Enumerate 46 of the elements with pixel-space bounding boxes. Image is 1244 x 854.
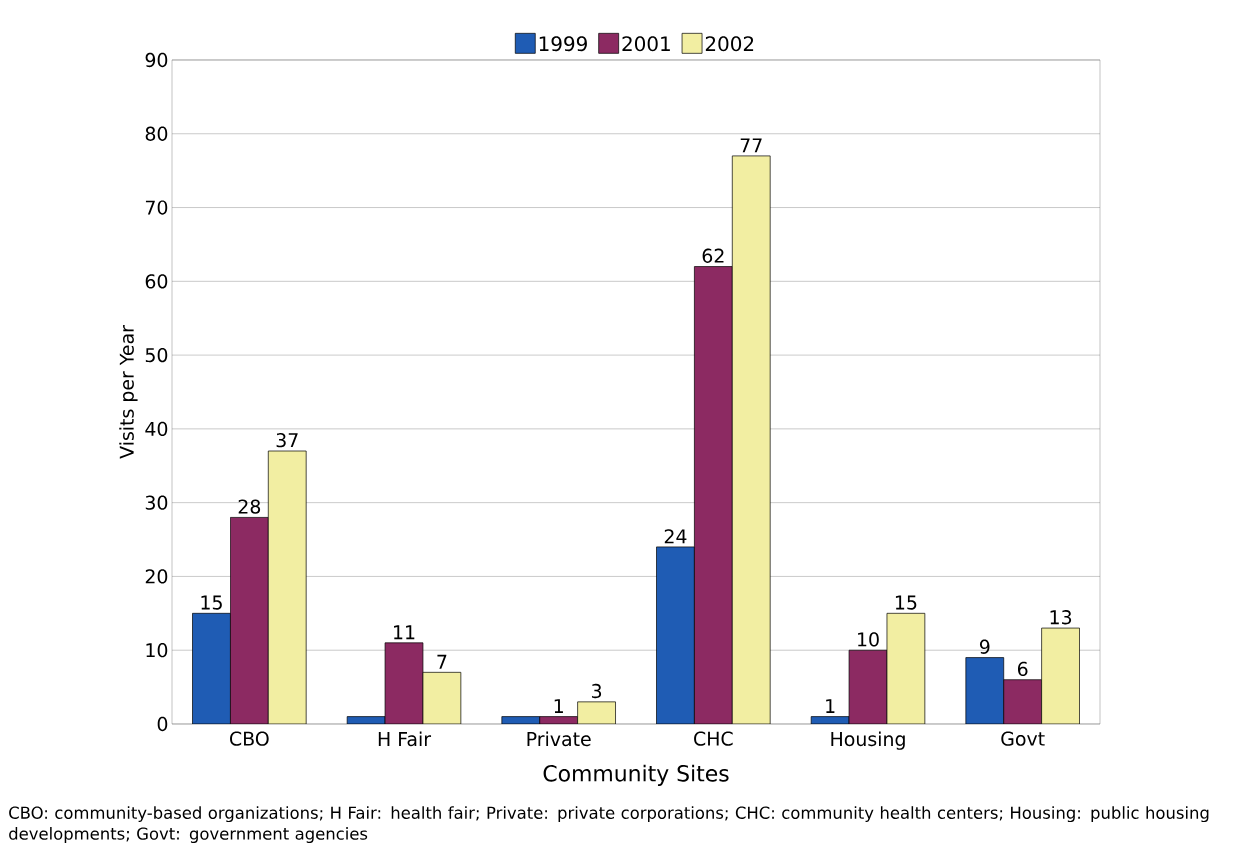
y-axis-title: Visits per Year: [119, 325, 138, 459]
y-tick-label: 30: [145, 495, 168, 510]
legend-label: 2002: [705, 36, 754, 52]
bar: [267, 450, 307, 724]
data-label: 24: [664, 529, 687, 544]
data-label: 3: [591, 683, 602, 699]
data-label: 9: [979, 639, 990, 654]
data-label: 77: [740, 138, 762, 153]
data-label: 37: [276, 433, 298, 448]
data-label: 62: [702, 248, 724, 263]
y-tick-label: 80: [145, 126, 168, 141]
data-label: 15: [201, 595, 222, 610]
legend-label: 1999: [539, 36, 587, 52]
bar: [422, 671, 462, 724]
bar: [886, 612, 926, 724]
bar: [965, 657, 1005, 724]
y-tick-label: 50: [145, 347, 168, 363]
data-label: 11: [394, 625, 415, 640]
y-tick-label: 90: [145, 52, 168, 68]
data-label: 1: [554, 699, 563, 713]
data-label: 7: [437, 654, 447, 669]
bar: [656, 546, 695, 724]
data-label: 1: [826, 699, 835, 713]
bar: [731, 155, 771, 724]
x-axis-title: Community Sites: [543, 764, 729, 786]
text: CBO: community-based organizations; H Fair: health fair; Private: private corporations; CHC: community health centers; Housing: public housing developments; Govt: government agencies: [9, 806, 1209, 844]
data-label: 15: [895, 595, 917, 610]
data-label: 10: [858, 632, 879, 647]
data-label: 28: [238, 499, 261, 514]
bar: [1041, 627, 1080, 724]
x-tick-label: Govt: [1001, 731, 1045, 746]
data-label: 13: [1050, 610, 1072, 625]
y-tick-label: 20: [145, 569, 168, 584]
x-tick-label: CHC: [694, 731, 733, 746]
data-label: 6: [1017, 661, 1028, 677]
x-tick-label: CBO: [230, 731, 269, 746]
y-tick-label: 0: [157, 716, 168, 732]
x-tick-label: Housing: [831, 731, 905, 750]
y-tick-label: 70: [145, 200, 168, 215]
bar: [192, 612, 231, 724]
legend-label: 2001: [622, 36, 670, 52]
x-tick-label: Private: [527, 731, 591, 747]
y-tick-label: 10: [146, 643, 168, 658]
y-tick-label: 60: [145, 274, 168, 289]
x-tick-label: H Fair: [378, 731, 432, 747]
y-tick-label: 40: [145, 421, 168, 437]
